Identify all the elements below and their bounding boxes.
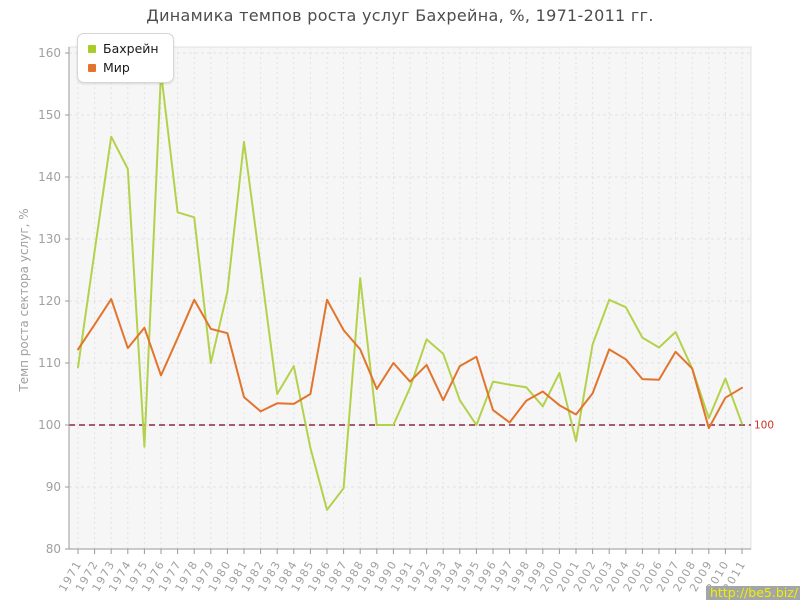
y-axis-title: Темп роста сектора услуг, % [17,208,31,392]
legend: Бахрейн Мир [77,33,174,83]
reference-line-label: 100 [754,420,774,432]
y-tick-label: 90 [46,480,61,494]
y-tick-label: 130 [38,232,61,246]
legend-item-bahrain[interactable]: Бахрейн [88,39,159,58]
legend-label-world: Мир [103,60,130,75]
y-tick-label: 110 [38,356,61,370]
y-tick-label: 100 [38,418,61,432]
world-line [77,298,743,430]
legend-item-world[interactable]: Мир [88,58,159,77]
bahrain-line [77,71,743,511]
watermark-link[interactable]: http://be5.biz/ [705,586,800,600]
chart-title: Динамика темпов роста услуг Бахрейна, %,… [146,6,654,25]
y-tick-label: 120 [38,294,61,308]
bahrain-series-swatch-icon [88,44,96,53]
gridlines [69,47,751,549]
y-tick-label: 80 [46,542,61,556]
legend-label-bahrain: Бахрейн [103,41,159,56]
y-tick-label: 150 [38,108,61,122]
y-tick-label: 160 [38,46,61,60]
axes: 8090100110120130140150160197119721973197… [38,46,751,594]
world-series-swatch-icon [88,63,96,72]
y-tick-label: 140 [38,170,61,184]
